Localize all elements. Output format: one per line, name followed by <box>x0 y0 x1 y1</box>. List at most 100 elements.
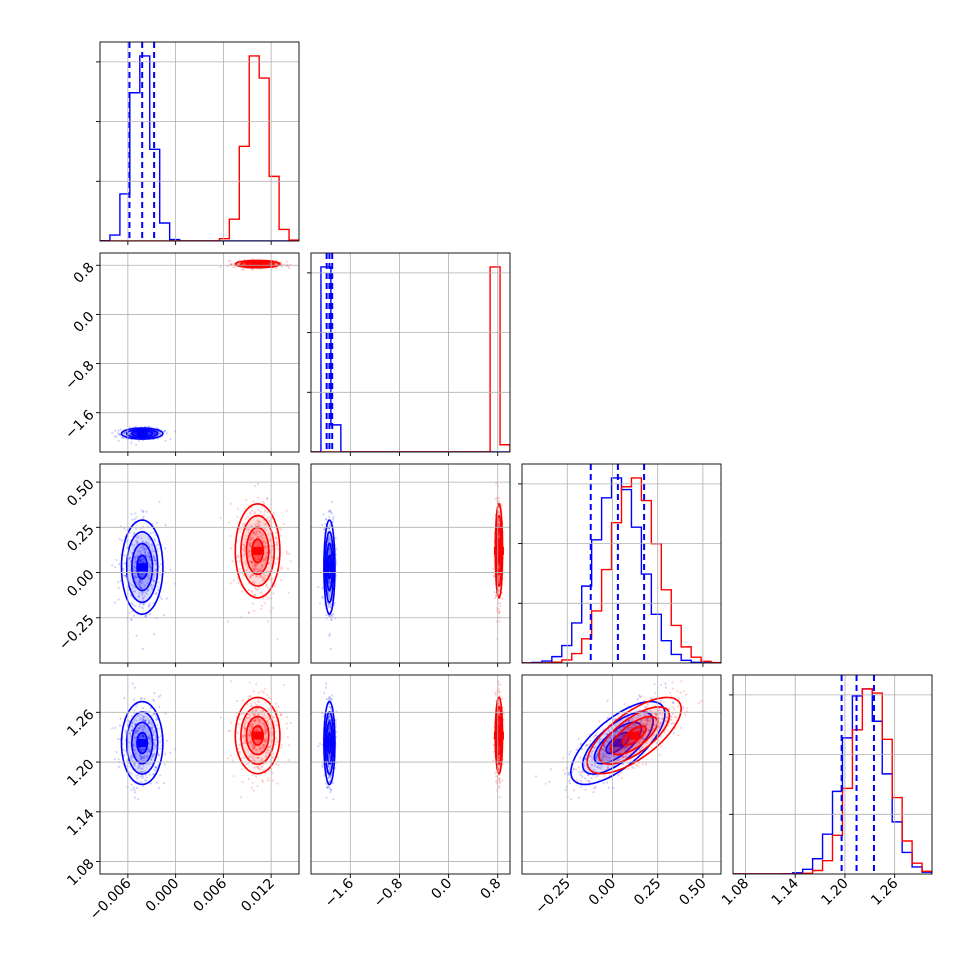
scatter-point <box>568 753 571 756</box>
scatter-point <box>495 482 498 485</box>
scatter-point <box>606 699 609 702</box>
scatter-point <box>159 432 162 435</box>
scatter-point <box>289 560 292 563</box>
scatter-point <box>331 615 334 618</box>
scatter-point <box>114 429 117 432</box>
scatter-point <box>260 604 263 608</box>
scatter-point <box>602 782 605 785</box>
scatter-point <box>266 777 269 780</box>
scatter-point <box>118 724 121 727</box>
scatter-point <box>153 633 156 636</box>
scatter-point <box>154 432 157 435</box>
scatter-point <box>169 751 172 755</box>
scatter-point <box>500 504 503 507</box>
scatter-point <box>118 434 121 437</box>
scatter-point <box>229 582 232 585</box>
scatter-point <box>148 432 151 435</box>
scatter-point <box>124 430 127 434</box>
scatter-point <box>288 552 291 555</box>
scatter-point <box>117 439 120 442</box>
scatter-point <box>569 750 572 753</box>
scatter-point <box>150 566 153 569</box>
scatter-point <box>133 686 136 689</box>
scatter-point <box>238 262 241 265</box>
scatter-point <box>260 690 264 693</box>
scatter-point <box>266 497 269 500</box>
scatter-point <box>250 786 253 790</box>
scatter-point <box>229 721 233 724</box>
scatter-point <box>288 744 291 747</box>
scatter-point <box>288 266 291 270</box>
scatter-point <box>143 697 146 701</box>
scatter-point <box>240 796 243 799</box>
scatter-point <box>328 515 331 519</box>
scatter-point <box>118 433 121 436</box>
scatter-point <box>219 516 222 519</box>
scatter-point <box>323 692 326 695</box>
scatter-point <box>111 431 114 434</box>
scatter-point <box>321 587 324 590</box>
scatter-point <box>132 786 135 789</box>
scatter-point <box>130 513 133 516</box>
scatter-point <box>229 534 232 538</box>
scatter-point <box>334 537 337 540</box>
scatter-point <box>128 611 131 614</box>
scatter-point <box>279 534 282 537</box>
scatter-point <box>111 564 114 567</box>
scatter-point <box>280 566 283 569</box>
scatter-point <box>567 773 570 776</box>
scatter-point <box>117 758 120 761</box>
scatter-point <box>153 432 156 435</box>
scatter-point <box>159 595 162 599</box>
scatter-point <box>164 547 167 550</box>
scatter-point <box>567 771 571 774</box>
scatter-point <box>121 436 124 439</box>
scatter-point <box>570 798 573 801</box>
scatter-point <box>499 683 502 686</box>
scatter-point <box>285 550 288 553</box>
scatter-point <box>241 699 244 702</box>
scatter-point <box>153 431 156 435</box>
scatter-point <box>324 686 328 689</box>
scatter-point <box>534 775 538 778</box>
scatter-point <box>329 647 332 651</box>
scatter-point <box>134 432 137 435</box>
scatter-point <box>664 682 667 685</box>
scatter-point <box>260 607 263 611</box>
scatter-point <box>113 601 116 604</box>
scatter-point <box>232 775 235 778</box>
scatter-point <box>493 575 496 578</box>
scatter-point <box>229 502 233 505</box>
scatter-point <box>153 432 156 435</box>
scatter-point <box>280 528 283 531</box>
scatter-point <box>261 500 264 503</box>
scatter-point <box>289 721 292 725</box>
scatter-point <box>252 609 255 612</box>
scatter-point <box>149 782 153 785</box>
scatter-point <box>162 782 165 785</box>
scatter-point <box>130 441 133 444</box>
scatter-point <box>226 620 230 623</box>
scatter-point <box>164 523 167 527</box>
scatter-point <box>498 785 501 788</box>
scatter-point <box>286 567 289 570</box>
scatter-point <box>117 738 120 741</box>
scatter-point <box>285 260 288 263</box>
scatter-point <box>132 614 135 617</box>
scatter-point <box>285 722 288 725</box>
scatter-point <box>219 265 222 268</box>
scatter-point <box>115 435 118 438</box>
scatter-point <box>236 507 240 510</box>
scatter-point <box>501 597 504 600</box>
scatter-point <box>282 522 285 526</box>
scatter-point <box>237 581 240 585</box>
scatter-point <box>134 791 137 794</box>
scatter-point <box>271 779 274 782</box>
scatter-point <box>280 578 283 581</box>
scatter-point <box>577 796 580 799</box>
scatter-point <box>499 604 502 608</box>
scatter-point <box>133 796 136 799</box>
scatter-point <box>159 774 162 777</box>
scatter-point <box>155 426 158 430</box>
scatter-point <box>498 620 501 623</box>
